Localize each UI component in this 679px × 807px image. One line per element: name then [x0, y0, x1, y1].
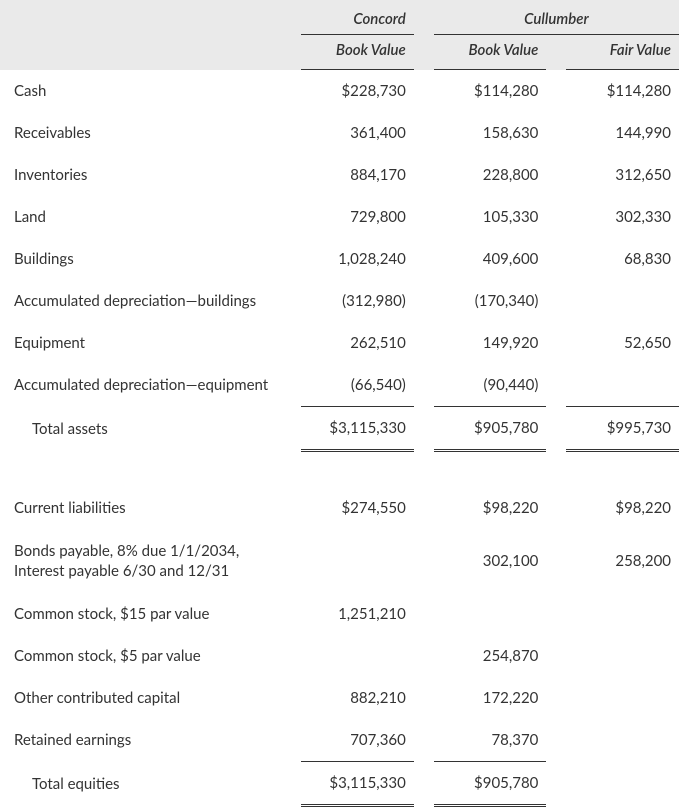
cell-value — [301, 635, 413, 677]
cell-value: 254,870 — [434, 635, 546, 677]
cell-value: (66,540) — [301, 364, 413, 407]
row-label: Other contributed capital — [0, 677, 281, 719]
cell-value — [566, 635, 679, 677]
cell-value: (90,440) — [434, 364, 546, 407]
cell-value: $114,280 — [434, 70, 546, 113]
cell-value: 1,028,240 — [301, 238, 413, 280]
row-label: Total assets — [0, 407, 281, 451]
cell-value: $114,280 — [566, 70, 679, 113]
row-label: Common stock, $5 par value — [0, 635, 281, 677]
header-company-cullumber: Cullumber — [434, 0, 679, 35]
balance-sheet-table: Concord Cullumber Book Value Book Value … — [0, 0, 679, 807]
row-label: Total equities — [0, 762, 281, 806]
table-row: Bonds payable, 8% due 1/1/2034, Interest… — [0, 529, 679, 594]
row-label: Accumulated depreciation—equipment — [0, 364, 281, 407]
cell-value: 882,210 — [301, 677, 413, 719]
cell-value: $228,730 — [301, 70, 413, 113]
cell-value — [566, 762, 679, 806]
cell-value: $274,550 — [301, 487, 413, 529]
table-row-total-equities: Total equities $3,115,330 $905,780 — [0, 762, 679, 806]
table-row: Equipment 262,510 149,920 52,650 — [0, 322, 679, 364]
table-row: Other contributed capital 882,210 172,22… — [0, 677, 679, 719]
row-label: Cash — [0, 70, 281, 113]
cell-value: 144,990 — [566, 112, 679, 154]
cell-value: 68,830 — [566, 238, 679, 280]
cell-value: $995,730 — [566, 407, 679, 451]
table-row: Cash $228,730 $114,280 $114,280 — [0, 70, 679, 113]
row-label: Receivables — [0, 112, 281, 154]
row-label: Buildings — [0, 238, 281, 280]
cell-value: 228,800 — [434, 154, 546, 196]
cell-value: 1,251,210 — [301, 593, 413, 635]
table-row: Retained earnings 707,360 78,370 — [0, 719, 679, 762]
table-row: Common stock, $15 par value 1,251,210 — [0, 593, 679, 635]
cell-value — [434, 593, 546, 635]
cell-value: 172,220 — [434, 677, 546, 719]
cell-value: 409,600 — [434, 238, 546, 280]
table-row: Current liabilities $274,550 $98,220 $98… — [0, 487, 679, 529]
cell-value: 149,920 — [434, 322, 546, 364]
row-label: Common stock, $15 par value — [0, 593, 281, 635]
row-label: Bonds payable, 8% due 1/1/2034, Interest… — [0, 529, 281, 594]
row-label: Equipment — [0, 322, 281, 364]
table-row: Inventories 884,170 228,800 312,650 — [0, 154, 679, 196]
table-row-total-assets: Total assets $3,115,330 $905,780 $995,73… — [0, 407, 679, 451]
header-col-book-value-2: Book Value — [434, 35, 546, 70]
table-row: Receivables 361,400 158,630 144,990 — [0, 112, 679, 154]
cell-value: $3,115,330 — [301, 762, 413, 806]
cell-value: 105,330 — [434, 196, 546, 238]
row-label: Accumulated depreciation—buildings — [0, 280, 281, 322]
cell-value: (170,340) — [434, 280, 546, 322]
cell-value: 302,100 — [434, 529, 546, 594]
cell-value: 302,330 — [566, 196, 679, 238]
cell-value: 262,510 — [301, 322, 413, 364]
cell-value: $98,220 — [434, 487, 546, 529]
cell-value — [566, 719, 679, 762]
table-row: Common stock, $5 par value 254,870 — [0, 635, 679, 677]
cell-value — [566, 677, 679, 719]
cell-value — [566, 280, 679, 322]
table-row: Land 729,800 105,330 302,330 — [0, 196, 679, 238]
cell-value: 78,370 — [434, 719, 546, 762]
cell-value: $905,780 — [434, 762, 546, 806]
cell-value: $98,220 — [566, 487, 679, 529]
table-row: Buildings 1,028,240 409,600 68,830 — [0, 238, 679, 280]
cell-value: 158,630 — [434, 112, 546, 154]
cell-value: 707,360 — [301, 719, 413, 762]
row-label: Land — [0, 196, 281, 238]
header-company-concord: Concord — [301, 0, 413, 35]
cell-value: $905,780 — [434, 407, 546, 451]
cell-value — [566, 593, 679, 635]
cell-value: $3,115,330 — [301, 407, 413, 451]
table-row: Accumulated depreciation—buildings (312,… — [0, 280, 679, 322]
cell-value: 258,200 — [566, 529, 679, 594]
row-label: Retained earnings — [0, 719, 281, 762]
cell-value: 52,650 — [566, 322, 679, 364]
cell-value — [566, 364, 679, 407]
cell-value — [301, 529, 413, 594]
header-col-fair-value: Fair Value — [566, 35, 679, 70]
cell-value: (312,980) — [301, 280, 413, 322]
header-col-book-value-1: Book Value — [301, 35, 413, 70]
cell-value: 884,170 — [301, 154, 413, 196]
cell-value: 361,400 — [301, 112, 413, 154]
row-label: Current liabilities — [0, 487, 281, 529]
cell-value: 729,800 — [301, 196, 413, 238]
table-row: Accumulated depreciation—equipment (66,5… — [0, 364, 679, 407]
row-label: Inventories — [0, 154, 281, 196]
cell-value: 312,650 — [566, 154, 679, 196]
